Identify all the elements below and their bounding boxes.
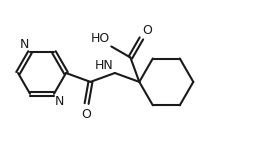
Text: HN: HN [95,59,114,72]
Text: O: O [82,108,92,120]
Text: N: N [55,95,64,108]
Text: HO: HO [91,32,110,45]
Text: N: N [20,38,29,51]
Text: O: O [142,24,152,37]
